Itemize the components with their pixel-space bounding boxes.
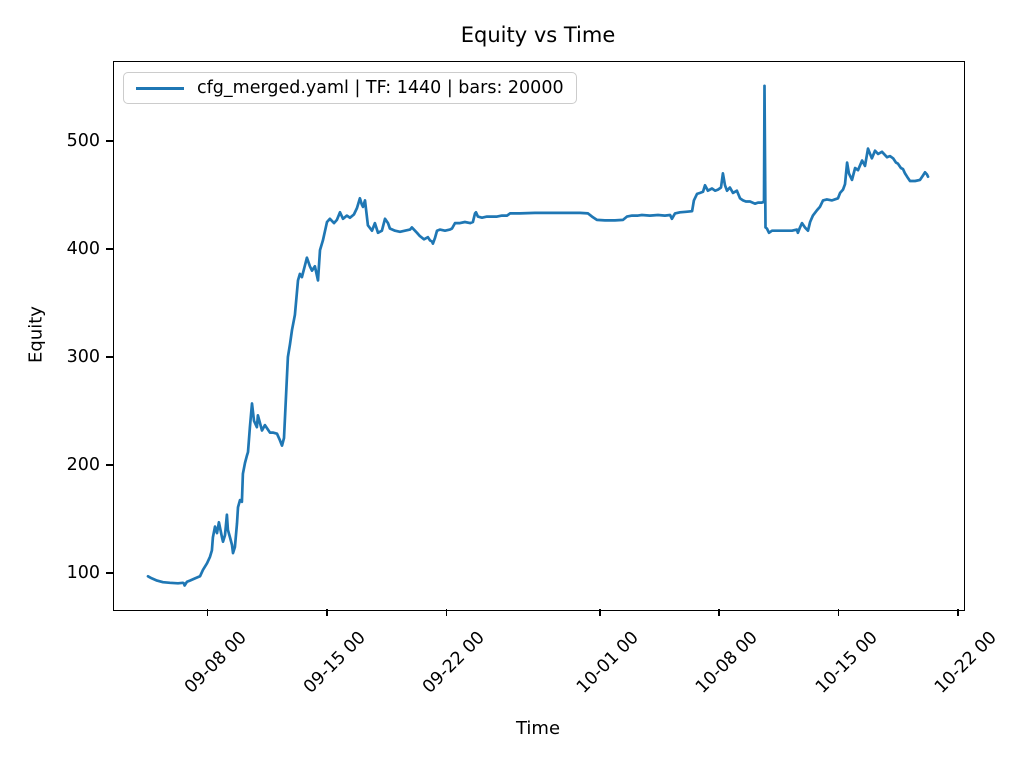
chart-title: Equity vs Time — [460, 23, 616, 47]
y-tick-label: 100 — [66, 563, 100, 584]
equity-curve-svg — [146, 84, 930, 587]
y-tick-label: 300 — [66, 347, 100, 368]
y-tick-label: 200 — [66, 455, 100, 476]
legend-line-swatch — [136, 86, 184, 90]
legend-label: cfg_merged.yaml | TF: 1440 | bars: 20000 — [197, 78, 564, 98]
x-tick-mark — [837, 609, 840, 616]
x-tick-mark — [718, 609, 720, 616]
y-tick-mark — [106, 248, 113, 250]
y-tick-mark — [106, 572, 113, 574]
x-tick-mark — [206, 609, 209, 616]
y-axis-label: Equity — [25, 306, 47, 363]
x-tick-label: 10-01 00 — [572, 627, 643, 698]
equity-line — [146, 84, 930, 587]
x-tick-mark — [957, 609, 959, 616]
plot-area — [113, 61, 965, 611]
y-tick-mark — [106, 140, 113, 142]
x-tick-mark — [326, 609, 328, 616]
y-tick-mark — [106, 464, 113, 466]
x-tick-mark — [445, 609, 448, 616]
y-tick-mark — [106, 356, 113, 358]
x-tick-label: 09-08 00 — [180, 627, 251, 698]
legend: cfg_merged.yaml | TF: 1440 | bars: 20000 — [123, 72, 577, 104]
x-axis-label: Time — [515, 718, 561, 739]
y-tick-label: 400 — [66, 239, 100, 260]
y-tick-label: 500 — [66, 131, 100, 152]
x-tick-mark — [599, 609, 601, 616]
